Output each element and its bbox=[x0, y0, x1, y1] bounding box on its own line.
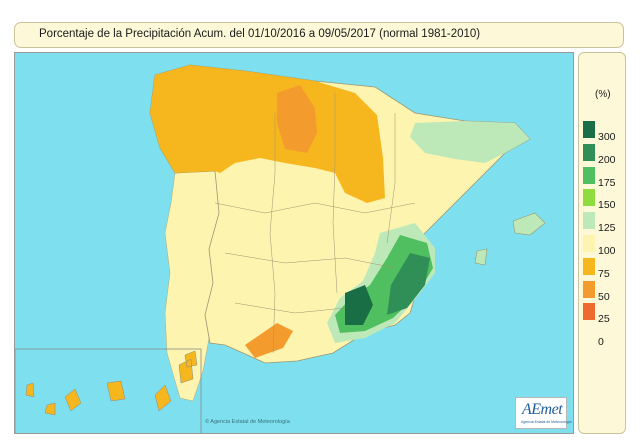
map-canvas bbox=[15, 64, 546, 433]
balearic-islands bbox=[474, 212, 546, 266]
southeast-very-wet bbox=[387, 253, 430, 315]
legend-swatch bbox=[583, 212, 595, 230]
map-title-box: Porcentaje de la Precipitación Acum. del… bbox=[14, 22, 624, 48]
legend-swatch bbox=[583, 143, 595, 161]
map-title: Porcentaje de la Precipitación Acum. del… bbox=[39, 28, 481, 40]
legend-label: 125 bbox=[598, 222, 616, 235]
legend-label: 75 bbox=[598, 267, 610, 280]
color-legend: (%) 300 200 175 150 125 100 75 50 25 0 bbox=[578, 52, 626, 434]
northeast-above-normal bbox=[410, 121, 530, 163]
murcia-extreme bbox=[345, 285, 373, 325]
legend-label: 200 bbox=[598, 153, 616, 166]
legend-unit: (%) bbox=[595, 89, 611, 100]
copyright-credit: © Agencia Estatal de Meteorología bbox=[205, 419, 290, 425]
precipitation-map: © Agencia Estatal de Meteorología AEmet … bbox=[14, 52, 574, 434]
northwest-below-normal bbox=[150, 65, 385, 203]
legend-swatch bbox=[583, 189, 595, 207]
legend-swatch bbox=[583, 303, 595, 321]
legend-swatch bbox=[583, 257, 595, 275]
legend-label: 100 bbox=[598, 245, 616, 257]
legend-label: 25 bbox=[598, 313, 610, 326]
legend-swatch bbox=[583, 280, 595, 298]
legend-label: 150 bbox=[598, 199, 616, 212]
legend-swatch bbox=[583, 121, 595, 138]
legend-swatch bbox=[583, 235, 595, 252]
legend-swatch bbox=[583, 166, 595, 184]
aemet-logo: AEmet Agencia Estatal de Meteorología bbox=[515, 397, 572, 429]
canary-islands bbox=[25, 350, 198, 416]
logo-name: AEmet bbox=[522, 401, 563, 418]
canary-inset-frame bbox=[15, 348, 202, 433]
logo-subtitle: Agencia Estatal de Meteorología bbox=[521, 420, 572, 424]
legend-label: 0 bbox=[598, 336, 604, 349]
legend-label: 175 bbox=[598, 176, 616, 189]
province-boundaries bbox=[214, 93, 416, 354]
legend-label: 50 bbox=[598, 290, 610, 303]
leon-very-dry bbox=[277, 85, 317, 153]
andalusia-dry-patch bbox=[245, 323, 293, 358]
legend-label: 300 bbox=[598, 131, 616, 143]
